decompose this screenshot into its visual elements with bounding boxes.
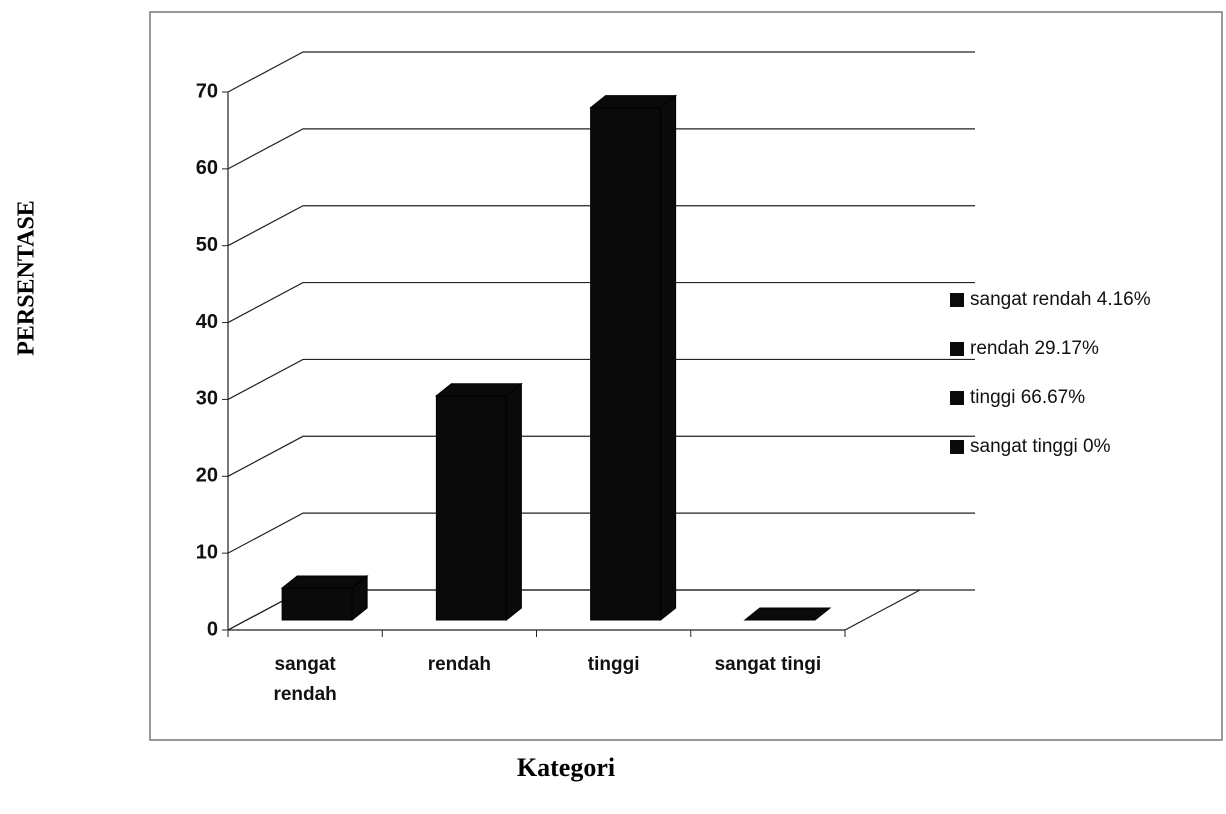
x-axis-title: Kategori bbox=[517, 753, 615, 782]
legend-label: rendah 29.17% bbox=[970, 338, 1099, 359]
y-tick-label: 30 bbox=[196, 388, 218, 410]
y-tick-label: 0 bbox=[207, 618, 218, 640]
bar bbox=[743, 607, 832, 621]
grid-line bbox=[227, 281, 975, 324]
x-tick-label: sangat tingi bbox=[714, 654, 822, 675]
bar-face bbox=[281, 587, 353, 621]
x-tick-label: tinggi bbox=[587, 654, 640, 675]
grid-line bbox=[227, 358, 975, 400]
legend-swatch bbox=[950, 440, 964, 454]
x-tick-label: rendah bbox=[427, 654, 492, 675]
grid-line bbox=[227, 128, 975, 170]
frame bbox=[149, 11, 1223, 741]
bar bbox=[434, 382, 523, 622]
legend-swatch bbox=[950, 342, 964, 356]
bar-face bbox=[505, 382, 522, 622]
bar-face bbox=[814, 607, 831, 621]
y-tick-label: 70 bbox=[196, 80, 218, 102]
bar bbox=[280, 574, 369, 622]
y-tick-label: 40 bbox=[196, 311, 218, 333]
legend-swatch bbox=[950, 391, 964, 405]
grid-line bbox=[227, 435, 975, 477]
y-axis-title: PERSENTASE bbox=[14, 200, 40, 356]
x-tick-label: sangat rendah bbox=[273, 654, 337, 705]
legend-swatch bbox=[950, 293, 964, 307]
y-tick-label: 50 bbox=[196, 234, 218, 256]
bar-face bbox=[590, 107, 662, 621]
bar-face bbox=[351, 574, 368, 622]
y-tick-label: 20 bbox=[196, 465, 218, 487]
grid-line bbox=[227, 512, 975, 554]
grid-line bbox=[227, 205, 975, 247]
legend-label: tinggi 66.67% bbox=[970, 387, 1085, 408]
bar bbox=[589, 94, 678, 622]
bar-face bbox=[435, 395, 507, 621]
y-tick-label: 60 bbox=[196, 157, 218, 179]
legend-label: sangat tinggi 0% bbox=[970, 436, 1111, 457]
y-tick-label: 10 bbox=[196, 541, 218, 563]
bar-face bbox=[660, 94, 677, 622]
grid-line bbox=[227, 51, 975, 93]
legend-label: sangat rendah 4.16% bbox=[970, 289, 1151, 310]
